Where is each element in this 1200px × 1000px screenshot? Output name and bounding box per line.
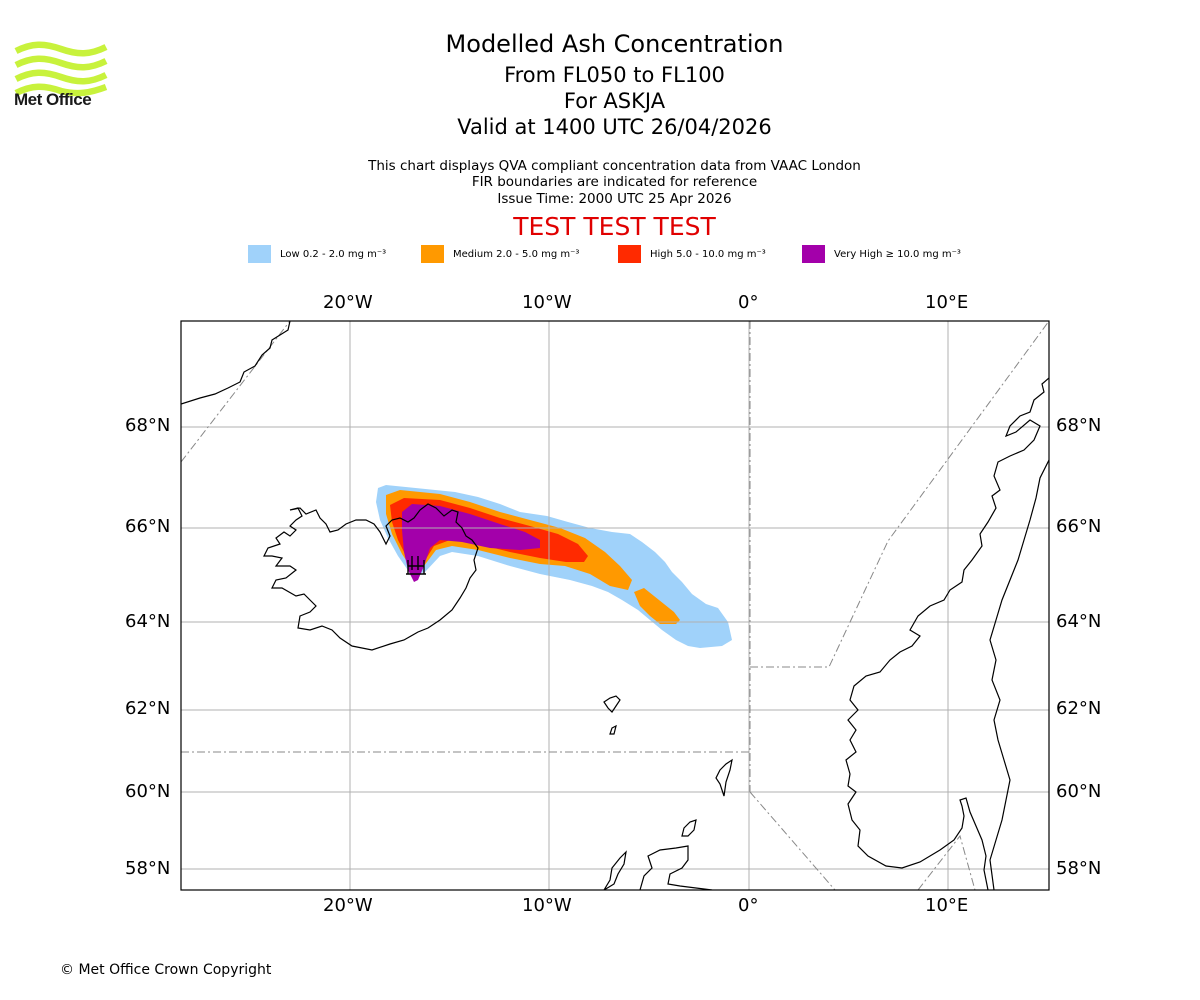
lon-tick-top-10e: 10°E <box>925 292 969 313</box>
lon-tick-top-10w: 10°W <box>522 292 572 313</box>
valid-time: Valid at 1400 UTC 26/04/2026 <box>457 115 772 139</box>
coastline-hebrides <box>603 850 627 890</box>
graticule <box>181 321 1049 890</box>
lon-tick-bottom-20w: 20°W <box>323 895 373 916</box>
test-banner: TEST TEST TEST <box>513 212 716 241</box>
flight-level-range: From FL050 to FL100 <box>504 63 725 87</box>
coastline-iceland <box>263 503 479 651</box>
lat-tick-left-62n: 62°N <box>125 698 171 719</box>
fir-note: FIR boundaries are indicated for referen… <box>471 174 758 190</box>
coastline-greenland <box>181 321 291 405</box>
lat-tick-left-66n: 66°N <box>125 516 171 537</box>
lat-tick-left-64n: 64°N <box>125 611 171 632</box>
lat-tick-right-68n: 68°N <box>1056 415 1102 436</box>
coastline-orkney <box>681 819 697 837</box>
lat-tick-right-58n: 58°N <box>1056 858 1102 879</box>
ash-region-very-high <box>402 504 540 582</box>
logo-brand-text: Met Office <box>14 90 92 109</box>
map-frame <box>180 320 1050 891</box>
lat-tick-right-62n: 62°N <box>1056 698 1102 719</box>
lat-tick-right-66n: 66°N <box>1056 516 1102 537</box>
legend-swatch-low <box>248 245 271 263</box>
coastline-shetland <box>715 758 733 797</box>
legend-label-high: High 5.0 - 10.0 mg m⁻³ <box>650 248 766 260</box>
coastline-norway <box>845 377 1049 890</box>
chart-title: Modelled Ash Concentration <box>445 30 784 58</box>
lon-tick-bottom-10w: 10°W <box>522 895 572 916</box>
ash-region-medium-secondary <box>634 588 680 624</box>
legend-item-very-high: Very High ≥ 10.0 mg m⁻³ <box>802 244 961 264</box>
issue-time: Issue Time: 2000 UTC 25 Apr 2026 <box>497 191 732 207</box>
lon-tick-top-0: 0° <box>738 292 759 313</box>
legend-swatch-high <box>618 245 641 263</box>
copyright-notice: © Met Office Crown Copyright <box>60 962 272 978</box>
coastline-faroe-islands <box>603 695 621 735</box>
legend-label-low: Low 0.2 - 2.0 mg m⁻³ <box>280 248 387 260</box>
volcano-marker-icon <box>406 556 426 575</box>
lon-tick-bottom-0: 0° <box>738 895 759 916</box>
lon-tick-top-20w: 20°W <box>323 292 373 313</box>
legend-swatch-very-high <box>802 245 825 263</box>
legend-item-medium: Medium 2.0 - 5.0 mg m⁻³ <box>421 244 579 264</box>
lat-tick-right-64n: 64°N <box>1056 611 1102 632</box>
legend-label-medium: Medium 2.0 - 5.0 mg m⁻³ <box>453 248 580 260</box>
lat-tick-left-58n: 58°N <box>125 858 171 879</box>
volcano-name: For ASKJA <box>563 89 666 113</box>
lon-tick-bottom-10e: 10°E <box>925 895 969 916</box>
legend-item-low: Low 0.2 - 2.0 mg m⁻³ <box>248 244 386 264</box>
data-source-note: This chart displays QVA compliant concen… <box>368 158 861 174</box>
coastline-sweden-border-region <box>989 459 1049 890</box>
ash-contours <box>376 485 732 648</box>
legend-item-high: High 5.0 - 10.0 mg m⁻³ <box>618 244 766 264</box>
met-office-logo-icon <box>14 41 108 97</box>
coastlines <box>181 321 1049 890</box>
lat-tick-right-60n: 60°N <box>1056 781 1102 802</box>
coastline-scotland <box>639 845 713 890</box>
lat-tick-left-60n: 60°N <box>125 781 171 802</box>
lat-tick-left-68n: 68°N <box>125 415 171 436</box>
fir-boundaries <box>181 321 1049 890</box>
legend-label-very-high: Very High ≥ 10.0 mg m⁻³ <box>834 248 961 260</box>
legend-swatch-medium <box>421 245 444 263</box>
